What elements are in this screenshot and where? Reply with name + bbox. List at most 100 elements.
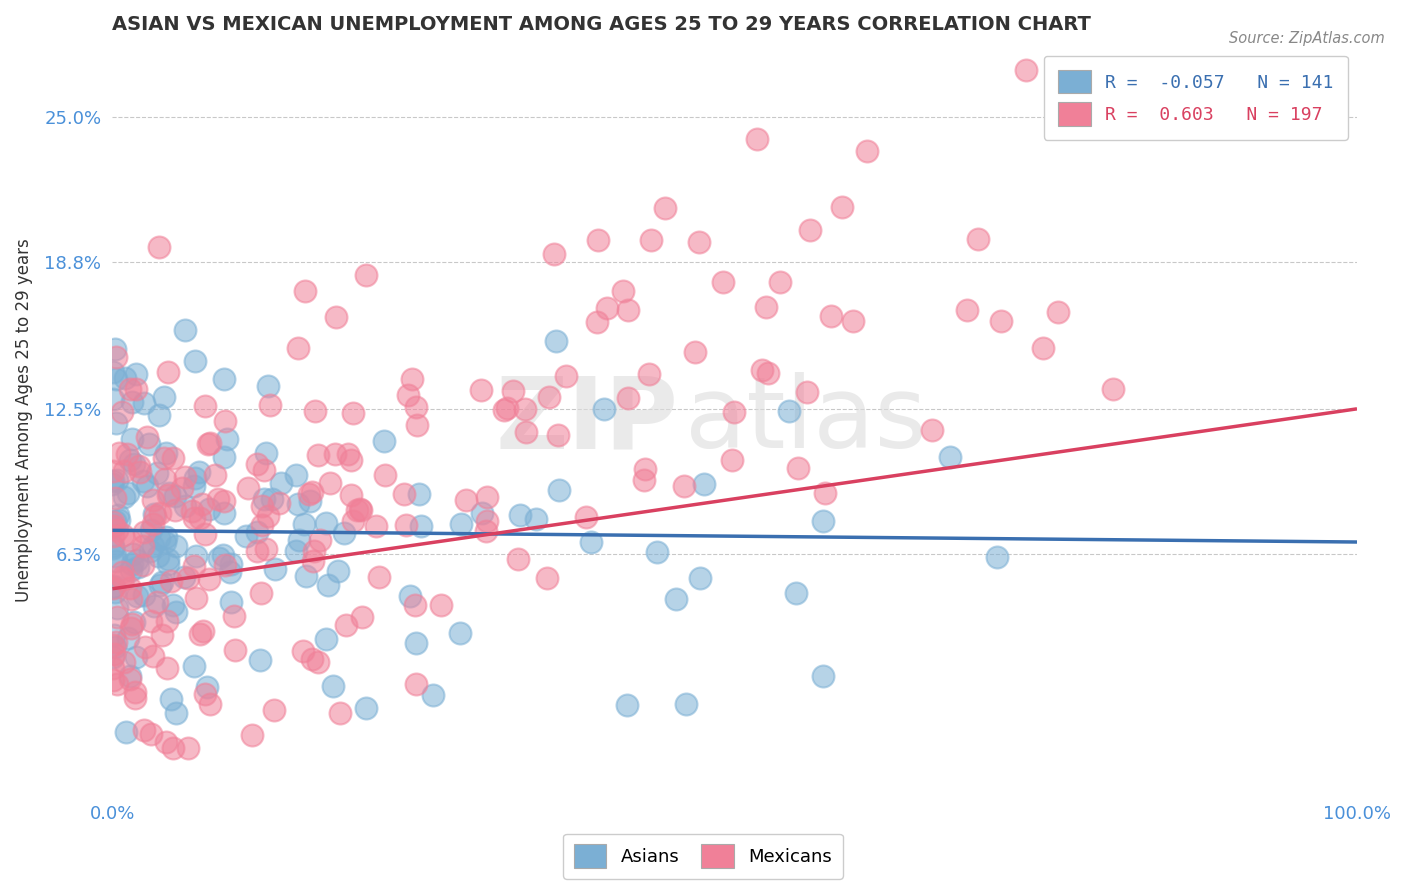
- Point: [537, 390, 560, 404]
- Point: [157, 557, 180, 571]
- Point: [177, 740, 200, 755]
- Point: [339, 488, 361, 502]
- Point: [155, 472, 177, 486]
- Point: [249, 653, 271, 667]
- Point: [139, 523, 162, 537]
- Point: [153, 450, 176, 465]
- Point: [121, 394, 143, 409]
- Point: [547, 428, 569, 442]
- Point: [723, 405, 745, 419]
- Point: [342, 514, 364, 528]
- Point: [120, 382, 142, 396]
- Point: [120, 621, 142, 635]
- Point: [536, 571, 558, 585]
- Point: [132, 588, 155, 602]
- Point: [672, 479, 695, 493]
- Point: [188, 511, 211, 525]
- Point: [184, 354, 207, 368]
- Text: ASIAN VS MEXICAN UNEMPLOYMENT AMONG AGES 25 TO 29 YEARS CORRELATION CHART: ASIAN VS MEXICAN UNEMPLOYMENT AMONG AGES…: [112, 15, 1091, 34]
- Point: [132, 474, 155, 488]
- Point: [103, 579, 125, 593]
- Point: [121, 616, 143, 631]
- Point: [159, 574, 181, 588]
- Point: [146, 467, 169, 481]
- Point: [105, 372, 128, 386]
- Point: [101, 650, 124, 665]
- Point: [143, 599, 166, 614]
- Point: [101, 475, 124, 489]
- Point: [956, 302, 979, 317]
- Point: [194, 687, 217, 701]
- Point: [285, 544, 308, 558]
- Point: [183, 470, 205, 484]
- Point: [219, 566, 242, 580]
- Point: [921, 423, 943, 437]
- Point: [778, 404, 800, 418]
- Point: [252, 518, 274, 533]
- Point: [219, 558, 242, 572]
- Point: [105, 600, 128, 615]
- Point: [124, 690, 146, 705]
- Point: [711, 275, 734, 289]
- Point: [814, 486, 837, 500]
- Point: [146, 549, 169, 564]
- Point: [103, 627, 125, 641]
- Point: [142, 507, 165, 521]
- Point: [329, 706, 352, 720]
- Point: [524, 512, 547, 526]
- Point: [134, 640, 156, 654]
- Point: [364, 518, 387, 533]
- Point: [346, 502, 368, 516]
- Point: [107, 445, 129, 459]
- Point: [111, 405, 134, 419]
- Point: [322, 679, 344, 693]
- Point: [254, 541, 277, 556]
- Point: [544, 334, 567, 348]
- Point: [112, 572, 135, 586]
- Point: [405, 636, 427, 650]
- Point: [184, 549, 207, 564]
- Point: [183, 479, 205, 493]
- Point: [148, 408, 170, 422]
- Point: [115, 447, 138, 461]
- Point: [103, 518, 125, 533]
- Point: [1047, 305, 1070, 319]
- Point: [579, 535, 602, 549]
- Point: [101, 392, 124, 406]
- Point: [165, 502, 187, 516]
- Point: [204, 468, 226, 483]
- Point: [236, 481, 259, 495]
- Point: [138, 544, 160, 558]
- Point: [148, 240, 170, 254]
- Point: [117, 632, 139, 646]
- Point: [148, 531, 170, 545]
- Point: [165, 605, 187, 619]
- Point: [786, 460, 808, 475]
- Point: [153, 534, 176, 549]
- Point: [751, 362, 773, 376]
- Point: [124, 685, 146, 699]
- Point: [101, 539, 124, 553]
- Point: [101, 673, 124, 688]
- Point: [103, 464, 125, 478]
- Point: [157, 486, 180, 500]
- Point: [422, 688, 444, 702]
- Point: [335, 618, 357, 632]
- Point: [200, 697, 222, 711]
- Point: [456, 493, 478, 508]
- Point: [307, 655, 329, 669]
- Point: [756, 366, 779, 380]
- Point: [1032, 341, 1054, 355]
- Point: [149, 577, 172, 591]
- Point: [125, 589, 148, 603]
- Point: [292, 517, 315, 532]
- Point: [1057, 63, 1080, 78]
- Point: [256, 509, 278, 524]
- Point: [575, 509, 598, 524]
- Point: [224, 609, 246, 624]
- Point: [104, 350, 127, 364]
- Point: [399, 589, 422, 603]
- Point: [156, 552, 179, 566]
- Point: [105, 610, 128, 624]
- Point: [298, 493, 321, 508]
